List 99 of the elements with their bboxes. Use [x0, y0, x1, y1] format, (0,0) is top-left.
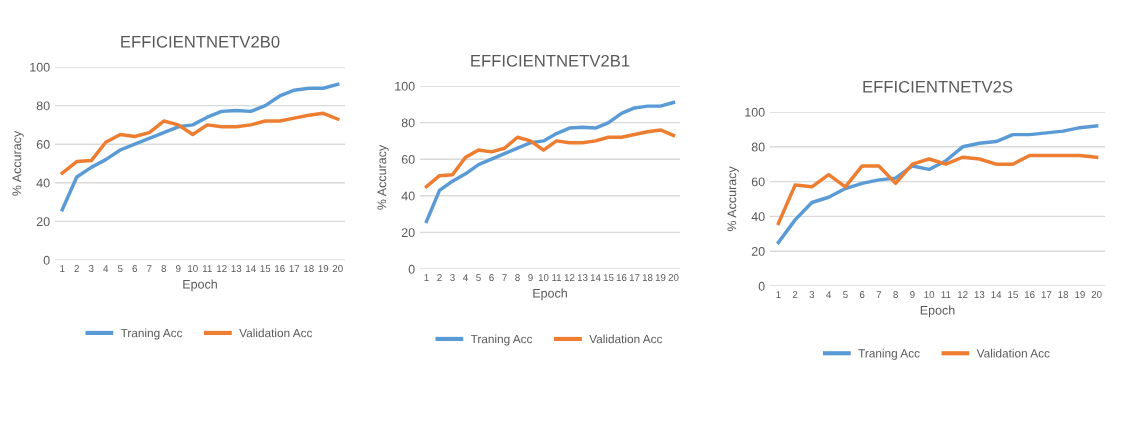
x-tick-label: 10	[924, 291, 935, 298]
x-tick-label: 18	[1058, 291, 1069, 298]
x-tick-label: 2	[74, 265, 79, 272]
x-tick-label: 8	[161, 265, 167, 272]
y-tick-label: 0	[758, 281, 765, 291]
x-tick-label: 17	[1041, 291, 1052, 298]
chart-title: EFFICIENTNETV2B1	[471, 54, 630, 67]
x-tick-label: 9	[910, 291, 915, 298]
x-tick-label: 6	[859, 291, 865, 298]
y-tick-label: 40	[36, 178, 50, 188]
x-tick-label: 6	[132, 265, 138, 272]
chart-title: EFFICIENTNETV2S	[863, 80, 1013, 93]
x-tick-label: 2	[437, 274, 442, 281]
legend-label: Traning Acc	[470, 334, 533, 346]
x-tick-label: 20	[332, 265, 343, 272]
line-series	[60, 82, 340, 212]
y-tick-label: 80	[401, 118, 415, 128]
line-series	[424, 128, 676, 189]
chart-title: EFFICIENTNETV2B0	[121, 35, 280, 48]
x-tick-label: 20	[668, 274, 679, 281]
legend-label: Validation Acc	[239, 328, 313, 338]
x-tick-label: 1	[776, 291, 781, 298]
x-axis-title: Epoch	[183, 279, 217, 292]
x-tick-label: 14	[991, 291, 1002, 298]
x-tick-label: 10	[188, 265, 198, 272]
line-series	[776, 124, 1099, 245]
x-tick-label: 9	[528, 274, 533, 281]
line-series	[776, 153, 1099, 226]
x-tick-label: 12	[217, 265, 227, 272]
line-series	[60, 111, 340, 175]
y-tick-label: 0	[43, 255, 50, 265]
x-tick-label: 16	[616, 274, 627, 281]
x-tick-label: 16	[1024, 291, 1035, 298]
x-tick-label: 11	[202, 265, 212, 272]
x-tick-label: 18	[304, 265, 314, 272]
x-axis-title: Epoch	[533, 288, 567, 301]
x-tick-label: 9	[176, 265, 181, 272]
legend-label: Validation Acc	[976, 348, 1050, 358]
x-tick-label: 12	[957, 291, 968, 298]
x-tick-label: 1	[424, 274, 429, 281]
line-series	[424, 100, 676, 224]
x-tick-label: 7	[147, 265, 152, 272]
x-tick-label: 19	[1075, 291, 1085, 298]
x-tick-label: 8	[515, 274, 520, 281]
y-tick-label: 20	[401, 228, 415, 238]
y-tick-label: 20	[751, 247, 765, 256]
x-axis-title: Epoch	[920, 305, 955, 318]
x-tick-label: 6	[489, 274, 494, 281]
y-tick-label: 100	[30, 62, 50, 72]
x-tick-label: 14	[590, 274, 601, 281]
x-tick-label: 4	[463, 274, 468, 281]
y-tick-label: 0	[408, 264, 415, 274]
x-tick-label: 17	[629, 274, 640, 281]
y-tick-label: 100	[395, 81, 415, 91]
x-tick-label: 19	[318, 265, 329, 272]
x-tick-label: 3	[809, 291, 815, 298]
x-tick-label: 8	[893, 291, 898, 298]
x-tick-label: 14	[246, 265, 256, 272]
legend-label: Validation Acc	[589, 334, 663, 344]
x-tick-label: 12	[564, 274, 575, 281]
y-tick-label: 100	[745, 107, 765, 117]
x-tick-label: 7	[502, 274, 507, 281]
y-axis-title: % Accuracy	[727, 166, 739, 232]
x-tick-label: 20	[1091, 291, 1102, 298]
x-tick-label: 15	[260, 265, 271, 272]
x-tick-label: 2	[792, 291, 798, 298]
x-tick-label: 18	[642, 274, 653, 281]
x-tick-label: 7	[876, 291, 882, 298]
x-tick-label: 15	[1008, 291, 1018, 298]
x-tick-label: 4	[826, 291, 832, 298]
x-tick-label: 5	[476, 274, 481, 281]
x-tick-label: 19	[655, 274, 666, 281]
x-tick-label: 17	[289, 265, 300, 272]
x-tick-label: 13	[974, 291, 985, 298]
y-tick-label: 60	[36, 140, 50, 149]
x-tick-label: 15	[603, 274, 614, 281]
x-tick-label: 3	[88, 265, 94, 272]
x-tick-label: 16	[275, 265, 285, 272]
y-tick-label: 60	[401, 155, 415, 164]
x-tick-label: 3	[450, 274, 455, 281]
y-axis-title: % Accuracy	[12, 130, 24, 196]
x-tick-label: 11	[552, 274, 562, 281]
x-tick-label: 4	[103, 265, 109, 272]
y-tick-label: 40	[751, 212, 765, 222]
x-tick-label: 10	[538, 274, 549, 281]
y-tick-label: 20	[36, 217, 50, 227]
x-tick-label: 11	[941, 291, 951, 298]
y-axis-title: % Accuracy	[377, 144, 389, 210]
x-tick-label: 13	[577, 274, 588, 281]
y-tick-label: 60	[751, 177, 765, 187]
x-tick-label: 1	[60, 265, 65, 272]
legend-label: Traning Acc	[858, 348, 920, 360]
x-tick-label: 5	[843, 291, 848, 298]
y-tick-label: 40	[401, 191, 415, 201]
y-tick-label: 80	[36, 101, 50, 111]
y-tick-label: 80	[751, 142, 765, 152]
legend-label: Traning Acc	[120, 328, 183, 340]
x-tick-label: 5	[117, 265, 123, 272]
x-tick-label: 13	[231, 265, 242, 272]
